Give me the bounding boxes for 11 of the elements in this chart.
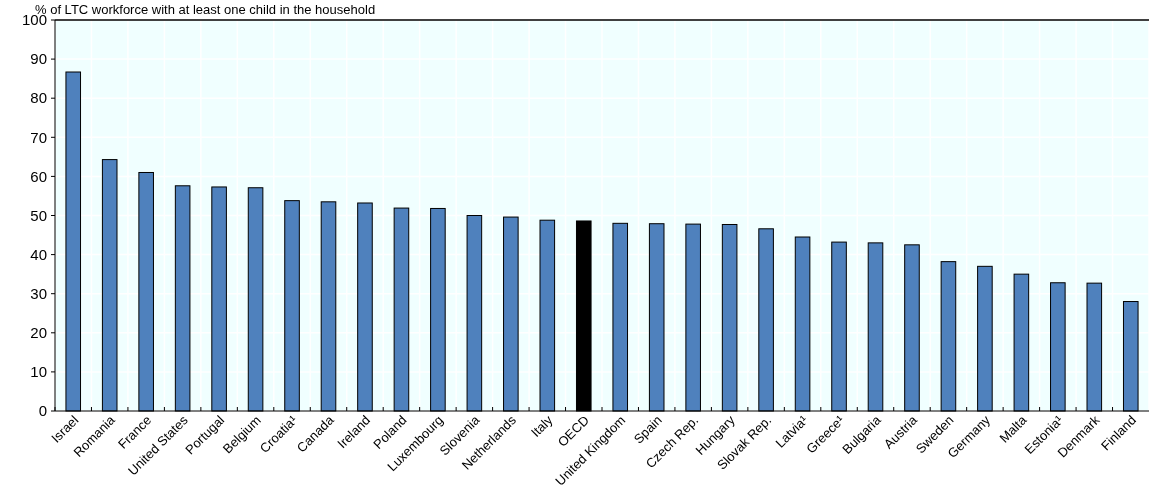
- y-tick-label: 90: [30, 50, 47, 68]
- y-tick-label: 20: [30, 324, 47, 342]
- y-tick-label: 10: [30, 363, 47, 381]
- y-tick-label: 60: [30, 167, 47, 185]
- y-tick-label: 0: [38, 402, 47, 420]
- y-tick-label: 70: [30, 128, 47, 146]
- x-tick-label: Italy: [527, 412, 556, 440]
- y-tick-label: 80: [30, 89, 47, 107]
- y-tick-label: 30: [30, 284, 47, 302]
- y-tick-label: 50: [30, 206, 47, 224]
- y-tick-label: 40: [30, 245, 47, 263]
